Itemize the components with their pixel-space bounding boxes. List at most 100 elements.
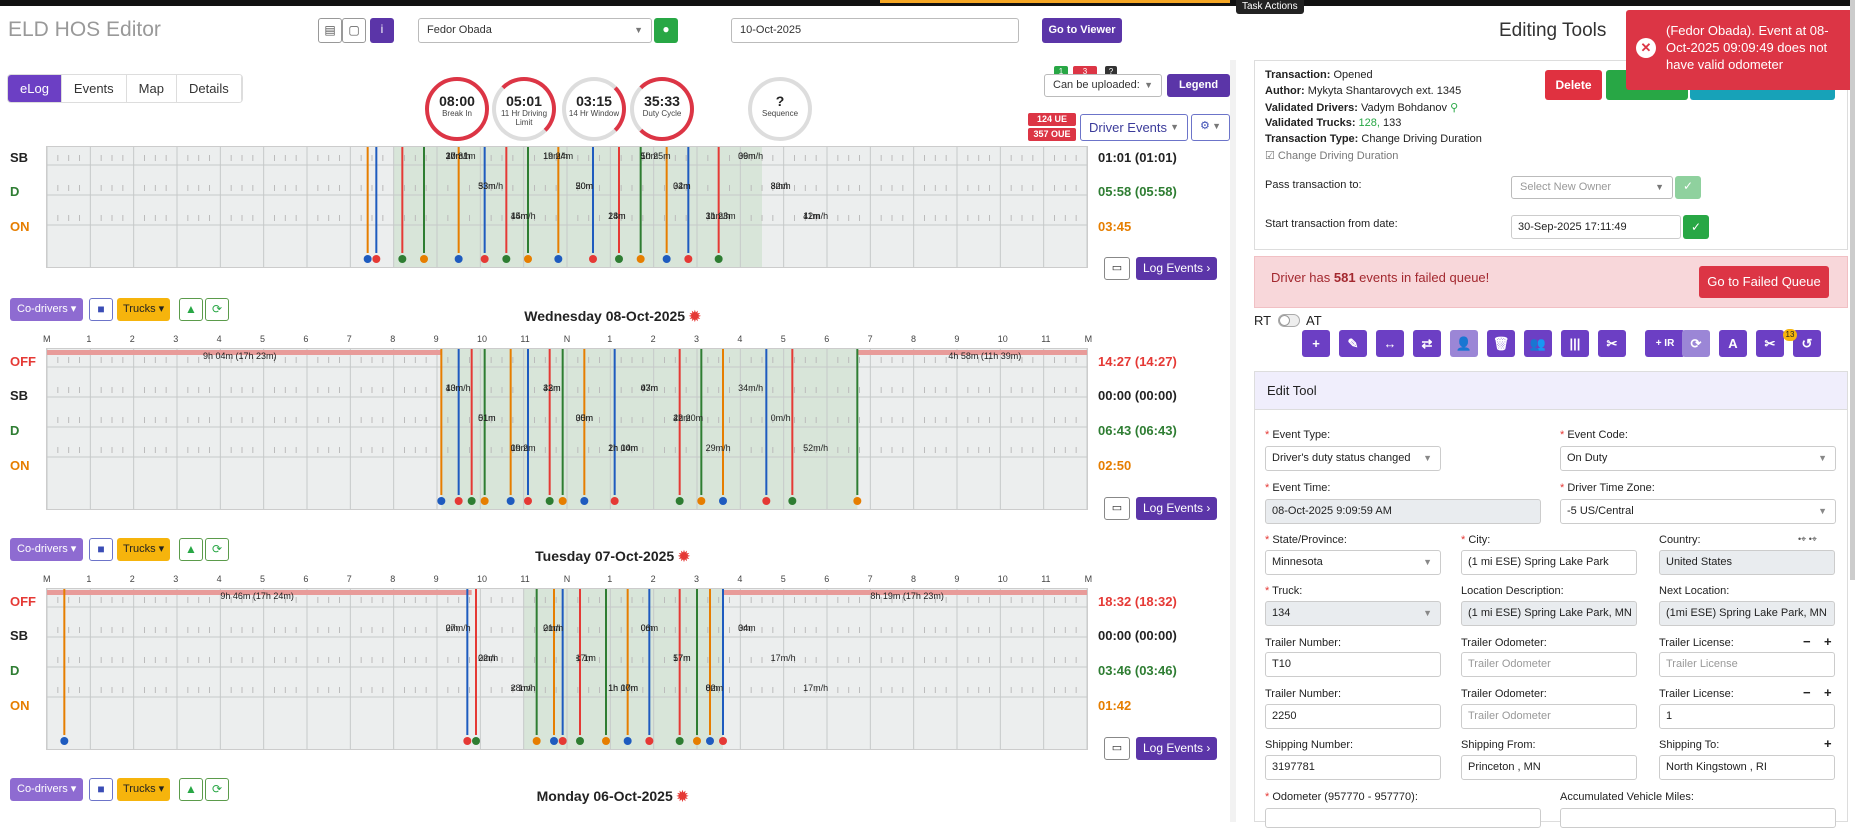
- user-icon[interactable]: ●: [654, 18, 678, 43]
- shipping-to-input[interactable]: North Kingstown , RI: [1659, 755, 1835, 780]
- remove-trailer-button[interactable]: −: [1803, 634, 1811, 649]
- upload-select[interactable]: Can be uploaded: ▼: [1044, 74, 1162, 97]
- driver-events-select[interactable]: Driver Events ▼: [1080, 114, 1188, 141]
- date-input[interactable]: 10-Oct-2025: [731, 18, 1019, 43]
- toolbar-button[interactable]: ✎: [1339, 330, 1367, 357]
- log-events-button[interactable]: Log Events ›: [1136, 497, 1218, 520]
- codrivers-button[interactable]: Co-drivers ▾: [10, 778, 84, 801]
- next-location-input[interactable]: (1mi ESE) Spring Lake Park, MN: [1659, 601, 1835, 626]
- toolbar-button[interactable]: ✂: [1598, 330, 1626, 357]
- trailer-license-label: Trailer License:: [1659, 637, 1734, 649]
- trailer-number-input[interactable]: T10: [1265, 652, 1441, 677]
- left-scrollbar[interactable]: [1230, 60, 1236, 822]
- comment-button[interactable]: ▭: [1104, 257, 1130, 280]
- driver-select[interactable]: Fedor Obada ▼: [418, 18, 652, 43]
- toolbar-button[interactable]: ↺: [1793, 330, 1821, 357]
- country-input[interactable]: United States: [1659, 550, 1835, 575]
- tab-elog[interactable]: eLog: [8, 75, 62, 102]
- add-shipping-button[interactable]: +: [1824, 736, 1832, 751]
- comment-button[interactable]: ▭: [1104, 497, 1130, 520]
- toolbar-button[interactable]: + IR: [1645, 330, 1685, 357]
- legend-button[interactable]: Legend: [1167, 74, 1230, 97]
- trailer-number-input[interactable]: 2250: [1265, 704, 1441, 729]
- trailer-license-input[interactable]: 1: [1659, 704, 1835, 729]
- truck-icon[interactable]: ■: [89, 298, 113, 321]
- go-to-viewer-button[interactable]: Go to Viewer: [1042, 18, 1122, 43]
- settings-dropdown[interactable]: ⚙ ▼: [1191, 114, 1230, 141]
- confirm-owner-button[interactable]: ✓: [1675, 176, 1701, 199]
- trucks-button[interactable]: Trucks ▾: [117, 778, 171, 801]
- trucks-button[interactable]: Trucks ▾: [117, 538, 171, 561]
- add-trailer-button[interactable]: +: [1824, 634, 1832, 649]
- trailer-icon[interactable]: ▲: [179, 298, 203, 321]
- note-icon[interactable]: ▢: [342, 18, 366, 43]
- location-desc-input[interactable]: (1 mi ESE) Spring Lake Park, MN: [1461, 601, 1637, 626]
- log-events-button[interactable]: Log Events ›: [1136, 737, 1218, 760]
- shipping-from-input[interactable]: Princeton , MN: [1461, 755, 1637, 780]
- location-pin-icon[interactable]: •⌖ •⌖: [1798, 534, 1817, 544]
- accumulated-miles-input[interactable]: [1560, 808, 1836, 828]
- off-duty-line: [47, 350, 442, 355]
- change-duration-check[interactable]: ☑ Change Driving Duration: [1265, 150, 1399, 162]
- trailer-odometer-input[interactable]: Trailer Odometer: [1461, 704, 1637, 729]
- truck-icon[interactable]: ■: [89, 778, 113, 801]
- log-grid-1[interactable]: 13m 51m 09m 42m 30m 2h 04m 43m 2h 20m 29m/h 34m/h…: [46, 348, 1120, 510]
- add-trailer-button[interactable]: +: [1824, 685, 1832, 700]
- toolbar-button[interactable]: +: [1302, 330, 1330, 357]
- trailer-icon[interactable]: ▲: [179, 778, 203, 801]
- trucks-button[interactable]: Trucks ▾: [117, 298, 171, 321]
- refresh-icon[interactable]: ⟳: [205, 298, 229, 321]
- refresh-icon[interactable]: ⟳: [205, 778, 229, 801]
- odometer-input[interactable]: [1265, 808, 1541, 828]
- start-date-input[interactable]: 30-Sep-2025 17:11:49: [1511, 215, 1681, 239]
- delete-button[interactable]: Delete: [1545, 70, 1602, 100]
- codrivers-button[interactable]: Co-drivers ▾: [10, 538, 84, 561]
- toolbar-button[interactable]: 🗑: [1487, 330, 1515, 357]
- city-input[interactable]: (1 mi ESE) Spring Lake Park: [1461, 550, 1637, 575]
- comment-button[interactable]: ▭: [1104, 737, 1130, 760]
- trailer-license-input[interactable]: Trailer License: [1659, 652, 1835, 677]
- doc-icon[interactable]: ▤: [318, 18, 342, 43]
- go-to-failed-queue-button[interactable]: Go to Failed Queue: [1699, 266, 1829, 298]
- tab-events[interactable]: Events: [61, 75, 127, 102]
- log-events-button[interactable]: Log Events ›: [1136, 257, 1218, 280]
- toolbar-button[interactable]: ⟳: [1682, 330, 1710, 357]
- event-time-input[interactable]: 08-Oct-2025 9:09:59 AM: [1265, 499, 1541, 524]
- refresh-icon[interactable]: ⟳: [205, 538, 229, 561]
- truck-icon[interactable]: ■: [89, 538, 113, 561]
- codrivers-button[interactable]: Co-drivers ▾: [10, 298, 84, 321]
- trailer-icon[interactable]: ▲: [179, 538, 203, 561]
- hour-tick: 10: [997, 334, 1008, 344]
- new-owner-select[interactable]: Select New Owner ▼: [1511, 176, 1673, 199]
- event-code-select[interactable]: On Duty ▼: [1560, 446, 1836, 471]
- hour-tick: 4: [737, 574, 743, 584]
- error-toast[interactable]: ✕ (Fedor Obada). Event at 08-Oct-2025 09…: [1626, 10, 1855, 90]
- toolbar-button[interactable]: 👤: [1450, 330, 1478, 357]
- log-grid-2[interactable]: 0m 22m < 1m 21m 17m 1h 10m 06m 57m 8m 34m 17m/h 17m…: [46, 588, 1120, 750]
- trailer-odometer-input[interactable]: Trailer Odometer: [1461, 652, 1637, 677]
- state-select[interactable]: Minnesota ▼: [1265, 550, 1441, 575]
- toolbar-button[interactable]: ↔: [1376, 330, 1404, 357]
- event-type-select[interactable]: Driver's duty status changed ▼: [1265, 446, 1441, 471]
- shipping-number-input[interactable]: 3197781: [1265, 755, 1441, 780]
- hour-tick: 7: [346, 334, 352, 344]
- event-marker: [693, 737, 701, 745]
- truck-select[interactable]: 134 ▼: [1265, 601, 1441, 626]
- rt-at-toggle[interactable]: [1278, 314, 1300, 327]
- task-actions-tab[interactable]: Task Actions: [1236, 0, 1304, 14]
- toolbar-button[interactable]: 👥: [1524, 330, 1552, 357]
- right-scrollbar[interactable]: [1850, 0, 1855, 580]
- toolbar-button[interactable]: ✂: [1756, 330, 1784, 357]
- log-grid-0[interactable]: 37m 33m 15m 1h 24m 50m 18m 1h 25m 34m 31m/h 36m/h…: [46, 117, 1120, 268]
- ue-badge[interactable]: 124 UE: [1028, 113, 1076, 126]
- oue-badge[interactable]: 357 OUE: [1028, 128, 1076, 141]
- toolbar-button[interactable]: A: [1719, 330, 1747, 357]
- toolbar-button[interactable]: ⇄: [1413, 330, 1441, 357]
- info-icon[interactable]: i: [370, 18, 394, 43]
- confirm-date-button[interactable]: ✓: [1683, 215, 1709, 239]
- toolbar-button[interactable]: |||: [1561, 330, 1589, 357]
- tab-details[interactable]: Details: [176, 75, 242, 102]
- timezone-select[interactable]: -5 US/Central ▼: [1560, 499, 1836, 524]
- tab-map[interactable]: Map: [126, 75, 177, 102]
- remove-trailer-button[interactable]: −: [1803, 685, 1811, 700]
